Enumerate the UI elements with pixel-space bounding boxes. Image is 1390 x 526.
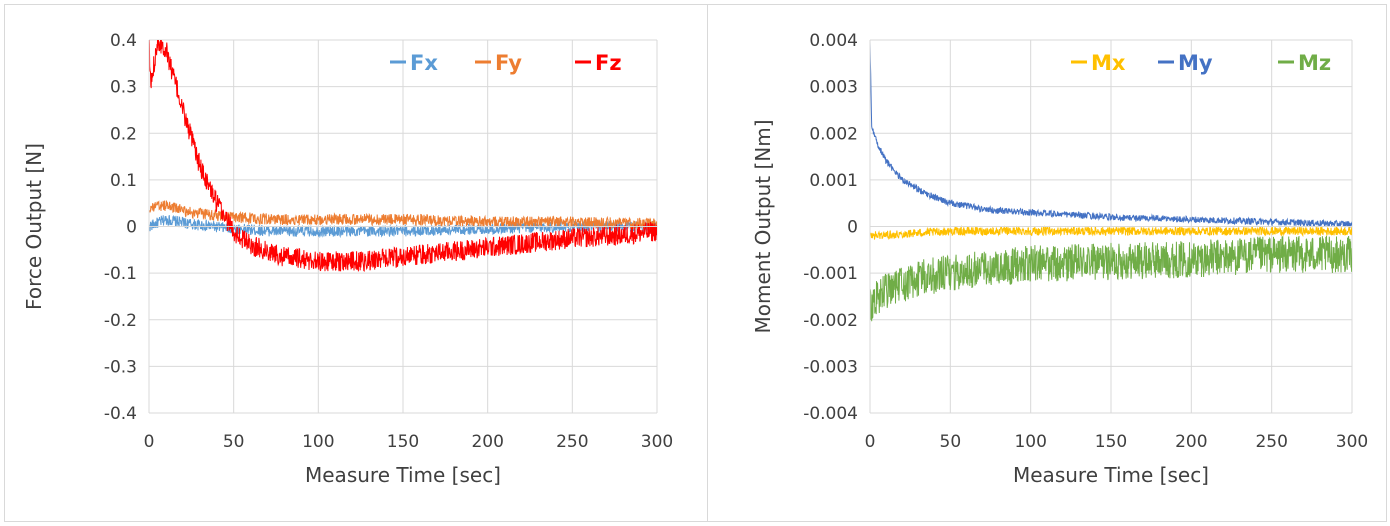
y-tick-label: 0.1 [110, 171, 137, 191]
y-tick-label: -0.001 [803, 264, 858, 284]
x-tick-label: 250 [1255, 432, 1287, 452]
y-tick-label: 0 [126, 218, 137, 238]
x-tick-label: 50 [940, 432, 962, 452]
legend-label-mx: Mx [1091, 51, 1126, 75]
x-tick-label: 150 [1095, 432, 1127, 452]
moment-chart-frame: 0.004 0.003 0.002 0.001 0 -0.001 -0.002 -0.003 -… [707, 4, 1387, 522]
legend-label-fy: Fy [495, 51, 522, 75]
y-tick-label: -0.004 [803, 404, 858, 424]
y-tick-label: -0.1 [104, 264, 137, 284]
x-tick-label: 150 [387, 432, 419, 452]
series-line-fz [149, 40, 657, 272]
y-tick-label: -0.002 [803, 311, 858, 331]
y-tick-label: 0.3 [110, 78, 137, 98]
y-tick-label: -0.003 [803, 357, 858, 377]
force-chart-frame: 0.4 0.3 0.2 0.1 0 -0.1 -0.2 -0.3 -0.4 0 50 100 150 20… [4, 4, 708, 522]
x-tick-label: 100 [1014, 432, 1046, 452]
x-tick-label: 200 [1175, 432, 1207, 452]
x-tick-label: 0 [865, 432, 876, 452]
x-tick-label: 300 [641, 432, 673, 452]
x-tick-label: 50 [223, 432, 245, 452]
legend-label-fx: Fx [410, 51, 438, 75]
y-tick-label: 0.004 [809, 31, 858, 51]
x-tick-label: 0 [144, 432, 155, 452]
y-tick-label: -0.2 [104, 311, 137, 331]
force-chart: 0.4 0.3 0.2 0.1 0 -0.1 -0.2 -0.3 -0.4 0 50 100 150 20… [22, 31, 673, 487]
legend-label-mz: Mz [1298, 51, 1331, 75]
x-tick-label: 300 [1336, 432, 1368, 452]
x-tick-label: 100 [302, 432, 334, 452]
y-tick-label: 0.001 [809, 171, 858, 191]
series-line-fx [149, 214, 657, 239]
x-tick-label: 200 [471, 432, 503, 452]
y-tick-label: -0.4 [104, 404, 137, 424]
y-tick-label: 0 [847, 218, 858, 238]
y-axis-title: Force Output [N] [22, 143, 46, 310]
x-tick-label: 250 [556, 432, 588, 452]
legend-label-fz: Fz [595, 51, 622, 75]
series-line-fy [149, 200, 657, 230]
series-line-mx [870, 225, 1352, 240]
legend-label-my: My [1178, 51, 1213, 75]
x-axis-title: Measure Time [sec] [1013, 463, 1209, 487]
y-tick-label: 0.002 [809, 124, 858, 144]
y-tick-label: 0.2 [110, 124, 137, 144]
series-line-my [870, 41, 1352, 228]
series-line-mz [870, 235, 1352, 322]
y-tick-label: 0.003 [809, 78, 858, 98]
y-tick-label: 0.4 [110, 31, 137, 51]
y-tick-label: -0.3 [104, 357, 137, 377]
y-axis-title: Moment Output [Nm] [751, 119, 775, 333]
x-axis-title: Measure Time [sec] [305, 463, 501, 487]
moment-chart: 0.004 0.003 0.002 0.001 0 -0.001 -0.002 -0.003 -… [751, 31, 1368, 487]
